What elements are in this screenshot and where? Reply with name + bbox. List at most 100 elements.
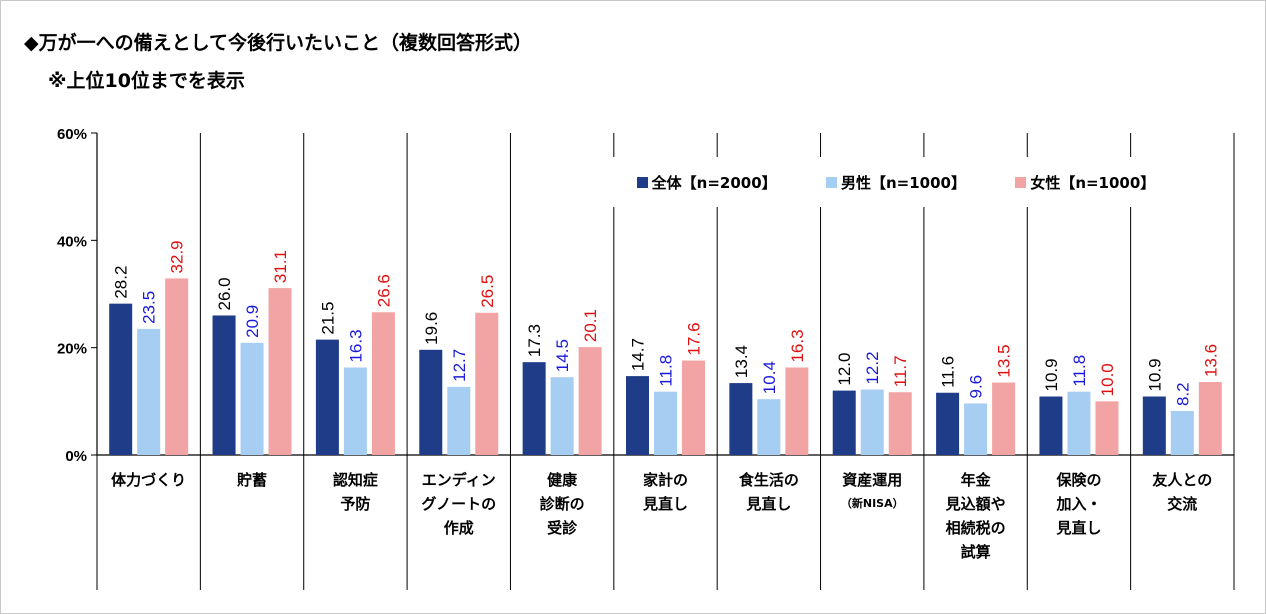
category-label: 見直し — [642, 495, 688, 513]
value-label-male: 9.6 — [967, 375, 986, 399]
category-label: 保険の — [1055, 471, 1101, 489]
legend-label: 女性【n=1000】 — [1030, 173, 1156, 192]
value-label-all: 26.0 — [215, 277, 234, 310]
bar-female — [578, 347, 602, 455]
bar-all — [1039, 396, 1063, 455]
category-label: グノートの — [421, 495, 496, 513]
category-label: 年金 — [961, 471, 992, 489]
value-label-male: 20.9 — [243, 305, 262, 338]
bar-female — [785, 367, 809, 455]
category-label: 見直し — [1055, 519, 1101, 537]
bar-all — [419, 349, 443, 455]
chart-subtitle: ※上位10位までを表示 — [48, 70, 245, 92]
bar-male — [1170, 410, 1194, 455]
value-label-male: 8.2 — [1173, 382, 1192, 406]
bar-all — [522, 362, 546, 455]
bar-male — [447, 386, 471, 455]
value-label-all: 12.0 — [835, 353, 854, 386]
bar-male — [964, 403, 988, 455]
category-label: 体力づくり — [111, 471, 186, 489]
value-label-all: 14.7 — [629, 338, 648, 371]
bar-female — [268, 288, 292, 455]
value-label-female: 26.5 — [478, 275, 497, 308]
bar-male — [343, 367, 367, 455]
legend-label: 男性【n=1000】 — [840, 173, 966, 192]
category-label: 認知症 — [333, 471, 378, 489]
bar-female — [682, 360, 705, 455]
bar-all — [315, 339, 339, 455]
y-tick-label: 20% — [57, 341, 87, 358]
category-label: 家計の — [643, 471, 688, 489]
category-label: 診断の — [540, 495, 585, 513]
value-label-all: 10.9 — [1042, 358, 1061, 391]
category-label: 加入・ — [1055, 495, 1101, 513]
category-sublabel: （新NISA） — [841, 496, 904, 510]
value-label-female: 11.7 — [891, 355, 910, 387]
bar-female — [992, 382, 1016, 455]
bar-male — [757, 399, 781, 455]
legend-swatch — [636, 176, 648, 188]
category-label: 食生活の — [739, 471, 799, 489]
category-label: 作成 — [444, 519, 474, 537]
category-label: 貯蓄 — [237, 471, 267, 489]
value-label-male: 16.3 — [346, 329, 365, 362]
value-label-male: 23.5 — [140, 291, 159, 324]
value-label-female: 10.0 — [1098, 363, 1117, 396]
value-label-female: 13.5 — [995, 344, 1014, 377]
legend-item-all: 全体【n=2000】 — [636, 172, 777, 193]
bar-female — [888, 392, 912, 455]
value-label-all: 19.6 — [422, 312, 441, 345]
bar-all — [626, 376, 649, 455]
legend-label: 全体【n=2000】 — [651, 173, 777, 192]
category-label: 見込額や — [945, 495, 1006, 513]
value-label-female: 17.6 — [685, 322, 704, 355]
bar-female — [165, 278, 189, 455]
bar-all — [109, 303, 133, 455]
category-label: 見直し — [745, 495, 791, 513]
value-label-all: 11.6 — [939, 356, 958, 388]
category-label: 受診 — [547, 519, 578, 537]
value-label-female: 31.1 — [271, 250, 290, 283]
category-label: 相続税の — [946, 519, 1006, 537]
bar-male — [240, 342, 264, 455]
bar-male — [137, 328, 161, 455]
value-label-female: 13.6 — [1201, 344, 1220, 377]
value-label-female: 32.9 — [168, 240, 187, 273]
bar-female — [1198, 382, 1222, 455]
bar-all — [1142, 396, 1166, 455]
value-label-male: 11.8 — [657, 355, 676, 387]
bar-female — [371, 312, 395, 455]
bar-all — [832, 390, 856, 455]
category-label: エンディン — [422, 471, 496, 489]
value-label-all: 13.4 — [732, 345, 751, 378]
legend-swatch — [1015, 176, 1027, 188]
bar-male — [654, 391, 677, 455]
category-label: 試算 — [961, 543, 991, 561]
value-label-male: 12.7 — [450, 349, 469, 382]
value-label-male: 11.8 — [1070, 355, 1089, 387]
y-tick-label: 0% — [65, 448, 87, 465]
bar-all — [212, 315, 236, 455]
value-label-male: 12.2 — [863, 351, 882, 384]
y-tick-label: 60% — [57, 126, 87, 143]
category-label: 予防 — [340, 495, 370, 513]
value-label-all: 10.9 — [1145, 358, 1164, 391]
bar-male — [860, 389, 884, 455]
bar-female — [475, 312, 499, 455]
bar-male — [1067, 391, 1091, 455]
legend-item-male: 男性【n=1000】 — [825, 172, 966, 193]
bar-female — [1095, 401, 1119, 455]
chart-title: ◆万が一への備えとして今後行いたいこと（複数回答形式） — [24, 32, 533, 54]
legend-item-female: 女性【n=1000】 — [1015, 172, 1155, 193]
value-label-female: 16.3 — [788, 329, 807, 362]
value-label-male: 10.4 — [760, 361, 779, 394]
value-label-all: 17.3 — [525, 324, 544, 357]
bar-all — [729, 383, 753, 455]
category-label: 交流 — [1167, 495, 1197, 513]
chart-legend: 全体【n=2000】 男性【n=1000】 女性【n=1000】 — [612, 157, 1180, 207]
category-label: 資産運用 — [842, 471, 902, 489]
value-label-male: 14.5 — [553, 339, 572, 372]
category-label: 健康 — [547, 471, 578, 489]
bar-male — [550, 377, 574, 455]
